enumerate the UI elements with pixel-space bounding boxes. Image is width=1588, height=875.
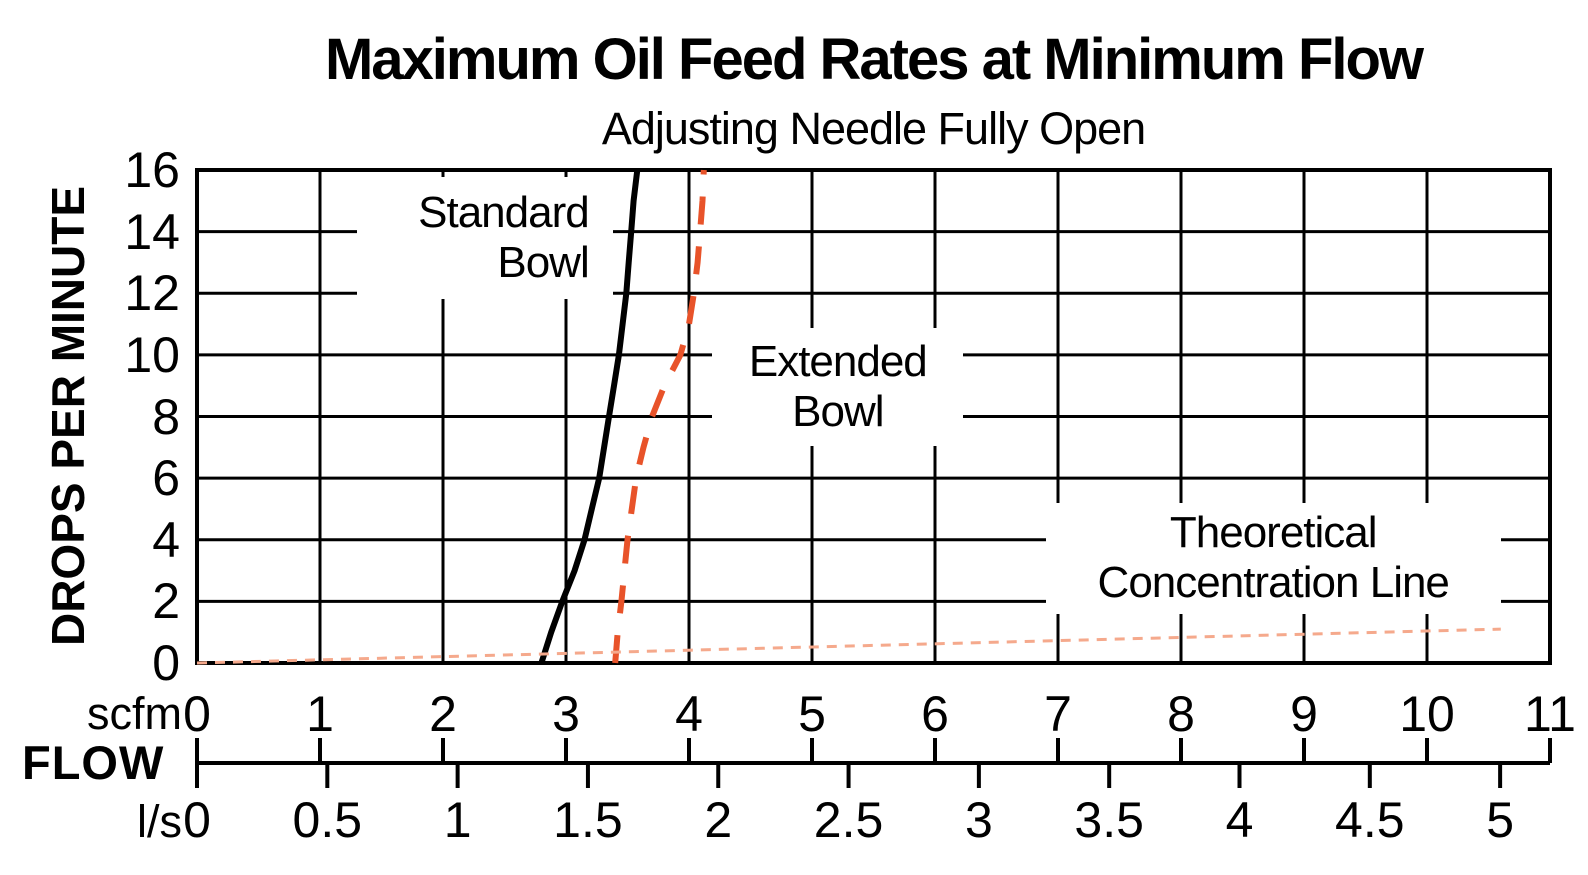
x-tick-label-ls: 2.5	[813, 792, 884, 848]
y-tick-label: 14	[124, 203, 180, 260]
y-tick-label: 6	[152, 450, 180, 507]
ls-unit-label: l/s	[137, 796, 182, 847]
x-tick-label-scfm: 7	[1044, 686, 1072, 742]
x-tick-label-ls: 1.5	[553, 792, 623, 848]
chart-title: Maximum Oil Feed Rates at Minimum Flow	[324, 27, 1424, 92]
annotation-extended-bowl: Extended Bowl	[712, 327, 964, 446]
y-tick-label: 8	[152, 388, 180, 445]
annotation-standard-bowl: Standard Bowl	[356, 176, 613, 300]
x-tick-label-scfm: 4	[675, 686, 703, 742]
x-tick-label-scfm: 0	[183, 686, 211, 742]
annotation-line: Extended	[748, 336, 928, 386]
x-tick-label-scfm: 11	[1524, 686, 1576, 742]
curve-standard-bowl	[538, 169, 641, 664]
curve-theoretical-concentration-line	[196, 627, 1501, 665]
y-tick-label: 2	[152, 573, 180, 630]
x-tick-label-ls: 4.5	[1335, 792, 1405, 848]
x-tick-label-scfm: 1	[306, 686, 334, 742]
x-tick-label-scfm: 10	[1399, 686, 1455, 742]
annotation-line: Bowl	[497, 238, 589, 288]
annotation-line: Theoretical	[1169, 508, 1378, 558]
x-tick-label-ls: 0.5	[292, 792, 363, 848]
y-tick-label: 0	[152, 635, 180, 691]
chart-subtitle: Adjusting Needle Fully Open	[601, 103, 1146, 154]
x-tick-label-ls: 3	[964, 792, 993, 848]
y-tick-label: 10	[124, 326, 180, 383]
x-tick-label-scfm: 5	[798, 686, 826, 742]
x-tick-label-scfm: 6	[921, 686, 949, 742]
y-tick-label: 4	[152, 511, 180, 568]
x-tick-label-ls: 0	[183, 792, 211, 848]
plot-border	[195, 168, 1552, 665]
annotation-line: Concentration Line	[1097, 558, 1450, 608]
scfm-unit-label: scfm	[87, 688, 182, 739]
x-tick-label-scfm: 8	[1167, 686, 1195, 742]
x-tick-label-ls: 5	[1486, 792, 1515, 848]
x-tick-label-scfm: 2	[429, 686, 457, 742]
annotation-line: Standard	[418, 188, 590, 238]
flow-axis-label: FLOW	[22, 736, 165, 789]
annotation-theoretical-line: Theoretical Concentration Line	[1045, 502, 1501, 614]
y-tick-label: 16	[124, 142, 180, 198]
annotation-line: Bowl	[792, 386, 884, 436]
x-tick-label-ls: 2	[704, 792, 733, 848]
y-tick-label: 12	[124, 265, 180, 322]
x-tick-label-ls: 3.5	[1074, 792, 1144, 848]
x-tick-label-scfm: 9	[1290, 686, 1318, 742]
x-tick-label-ls: 1	[443, 792, 472, 848]
x-tick-label-scfm: 3	[552, 686, 580, 742]
x-tick-label-ls: 4	[1225, 792, 1254, 848]
